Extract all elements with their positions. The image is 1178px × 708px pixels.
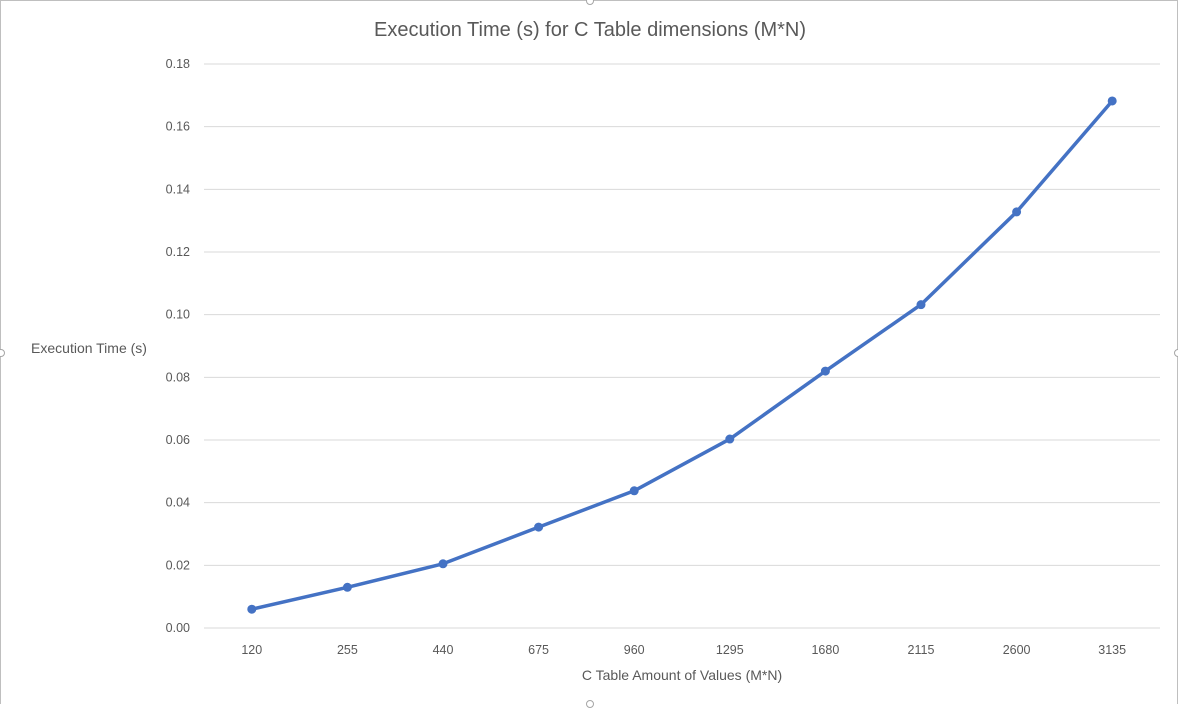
x-tick-label: 675 [528, 643, 549, 657]
y-tick-label: 0.10 [166, 308, 190, 322]
y-tick-label: 0.16 [166, 120, 190, 134]
x-tick-label: 2115 [908, 643, 935, 657]
data-point[interactable] [534, 522, 544, 532]
gridlines [204, 63, 1160, 629]
data-point[interactable] [629, 486, 639, 496]
y-tick-label: 0.08 [166, 370, 190, 384]
x-tick-label: 1295 [716, 643, 744, 657]
x-axis-tick-labels: 120 255 440 675 960 1295 1680 2115 2600 3135 [241, 643, 1126, 657]
resize-handle-right[interactable] [1174, 349, 1178, 357]
data-point[interactable] [342, 582, 352, 592]
y-tick-label: 0.00 [166, 621, 190, 635]
x-tick-label: 1680 [811, 643, 839, 657]
x-tick-label: 440 [433, 643, 454, 657]
data-point[interactable] [1012, 207, 1022, 217]
resize-handle-top[interactable] [586, 0, 594, 5]
y-tick-label: 0.02 [166, 558, 190, 572]
y-axis-title[interactable]: Execution Time (s) [31, 340, 147, 356]
data-point[interactable] [1107, 96, 1117, 106]
data-point[interactable] [820, 366, 830, 376]
y-tick-label: 0.04 [166, 496, 190, 510]
y-tick-label: 0.18 [166, 57, 190, 71]
data-point[interactable] [247, 604, 257, 614]
y-axis-tick-labels: 0.00 0.02 0.04 0.06 0.08 0.10 0.12 0.14 0.16 0.18 [166, 57, 190, 635]
x-tick-label: 960 [624, 643, 645, 657]
y-tick-label: 0.14 [166, 182, 190, 196]
y-tick-label: 0.06 [166, 433, 190, 447]
series-1[interactable] [247, 96, 1117, 614]
x-tick-label: 2600 [1003, 643, 1031, 657]
x-tick-label: 120 [241, 643, 262, 657]
data-point[interactable] [438, 559, 448, 569]
x-tick-label: 3135 [1098, 643, 1126, 657]
chart-title[interactable]: Execution Time (s) for C Table dimension… [374, 19, 806, 41]
series-line[interactable] [250, 99, 1114, 611]
x-axis-title[interactable]: C Table Amount of Values (M*N) [582, 667, 782, 683]
data-point[interactable] [916, 300, 926, 310]
x-tick-label: 255 [337, 643, 358, 657]
resize-handle-left[interactable] [0, 349, 5, 357]
y-tick-label: 0.12 [166, 245, 190, 259]
data-point[interactable] [725, 434, 735, 444]
